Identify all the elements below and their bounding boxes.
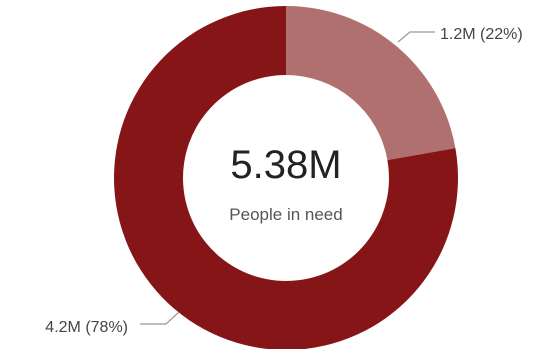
donut-slice-1 <box>114 6 458 349</box>
slice-label-0: 1.2M (22%) <box>440 26 523 43</box>
label-connector-1 <box>140 311 180 325</box>
slice-label-1: 4.2M (78%) <box>45 319 128 336</box>
label-connectors <box>140 31 435 325</box>
center-caption: People in need <box>229 205 342 224</box>
center-total-value: 5.38M <box>230 143 341 187</box>
label-connector-0 <box>397 31 435 43</box>
donut-slices <box>114 6 458 349</box>
donut-slice-0 <box>286 6 456 161</box>
